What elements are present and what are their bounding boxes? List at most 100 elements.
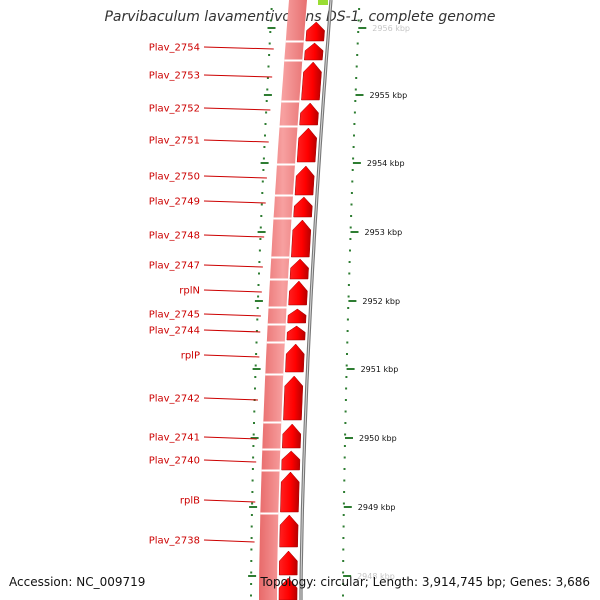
minor-tick-outer — [354, 100, 357, 102]
minor-tick-outer — [343, 468, 346, 470]
minor-tick-inner — [259, 238, 262, 240]
minor-tick-outer — [342, 594, 344, 597]
gene-arrow-plav_2751 — [296, 127, 317, 163]
minor-tick-outer — [351, 180, 354, 183]
gene-label-plav_2738: Plav_2738 — [149, 536, 200, 547]
minor-tick-inner — [254, 376, 257, 378]
minor-tick-outer — [346, 353, 348, 355]
gene-arrow-plav_2742 — [283, 375, 304, 421]
gene-arrow-plav_2747 — [289, 258, 309, 280]
minor-tick-outer — [347, 295, 350, 298]
major-tick-inner — [267, 27, 276, 29]
gene-arrow — [305, 21, 325, 42]
minor-tick-inner — [250, 571, 253, 574]
minor-tick-inner — [251, 479, 254, 482]
tick-label: 2955 kbp — [370, 91, 408, 100]
minor-tick-outer — [344, 422, 347, 424]
minor-tick-outer — [342, 560, 345, 562]
gene-label-plav_2744: Plav_2744 — [149, 326, 200, 337]
minor-tick-inner — [265, 100, 268, 102]
minor-tick-inner — [260, 203, 263, 206]
gene-arrow-rplp — [285, 343, 305, 373]
minor-tick-inner — [258, 272, 260, 275]
backbone-track — [259, 0, 307, 600]
gene-arrow-plav_2750 — [294, 165, 315, 196]
minor-tick-inner — [253, 410, 256, 413]
minor-tick-inner — [263, 146, 266, 148]
minor-tick-inner — [257, 284, 260, 286]
minor-tick-outer — [350, 203, 353, 206]
gene-label-rplb: rplB — [180, 496, 200, 507]
topology-text: Topology: circular; Length: 3,914,745 bp… — [260, 575, 590, 589]
minor-tick-outer — [342, 571, 345, 574]
leader-line — [203, 264, 263, 268]
minor-tick-inner — [256, 318, 259, 321]
minor-tick-inner — [264, 123, 267, 125]
minor-tick-inner — [250, 514, 253, 516]
tick-label: 2956 kbp — [372, 24, 410, 33]
major-tick-inner — [263, 94, 272, 96]
minor-tick-inner — [270, 8, 273, 10]
major-tick-inner — [248, 575, 257, 577]
minor-tick-inner — [250, 537, 253, 539]
minor-tick-outer — [353, 123, 356, 125]
major-tick-outer — [358, 27, 367, 29]
minor-tick-inner — [251, 502, 254, 505]
minor-tick-outer — [349, 238, 352, 240]
minor-tick-outer — [354, 88, 357, 91]
minor-tick-inner — [258, 261, 261, 263]
minor-tick-inner — [253, 422, 255, 424]
minor-tick-outer — [346, 330, 349, 332]
minor-tick-outer — [342, 525, 345, 528]
minor-tick-outer — [348, 272, 351, 275]
major-tick-inner — [260, 162, 269, 164]
minor-tick-inner — [260, 215, 263, 217]
minor-tick-inner — [252, 433, 255, 436]
minor-tick-inner — [261, 180, 264, 183]
minor-tick-inner — [252, 445, 255, 447]
minor-tick-inner — [266, 88, 269, 91]
minor-tick-outer — [344, 410, 347, 413]
minor-tick-inner — [269, 31, 272, 33]
tick-label: 2949 kbp — [358, 503, 396, 512]
minor-tick-outer — [352, 157, 355, 160]
minor-tick-inner — [262, 169, 265, 171]
minor-tick-outer — [343, 491, 346, 493]
major-tick-inner — [250, 437, 259, 439]
gene-label-plav_2741: Plav_2741 — [149, 433, 200, 444]
minor-tick-outer — [347, 307, 350, 309]
leader-line — [203, 139, 269, 143]
gene-label-plav_2745: Plav_2745 — [149, 310, 200, 321]
gene-arrow-plav_2748 — [291, 219, 312, 258]
minor-tick-outer — [357, 19, 360, 22]
minor-tick-inner — [251, 468, 254, 470]
minor-tick-outer — [353, 111, 356, 114]
minor-tick-outer — [343, 456, 346, 459]
minor-tick-outer — [353, 134, 355, 137]
minor-tick-inner — [269, 19, 272, 22]
minor-tick-outer — [343, 479, 346, 482]
minor-tick-inner — [250, 583, 253, 585]
minor-tick-outer — [342, 537, 345, 539]
tick-label: 2951 kbp — [361, 365, 399, 374]
leader-line — [203, 46, 274, 50]
minor-tick-outer — [345, 376, 348, 378]
major-tick-outer — [346, 368, 355, 370]
minor-tick-inner — [268, 42, 271, 45]
gene-label-plav_2748: Plav_2748 — [149, 231, 200, 242]
minor-tick-outer — [352, 146, 355, 148]
major-tick-outer — [352, 162, 361, 164]
minor-tick-inner — [250, 560, 253, 562]
minor-tick-inner — [262, 157, 265, 160]
gene-arrow-plav_2741 — [282, 423, 302, 449]
leader-line — [203, 459, 257, 463]
gene-label-plav_2754: Plav_2754 — [149, 43, 200, 54]
minor-tick-outer — [351, 169, 354, 171]
minor-tick-inner — [265, 111, 268, 114]
leader-line — [203, 436, 257, 440]
minor-tick-outer — [343, 445, 346, 447]
gene-label-plav_2751: Plav_2751 — [149, 136, 200, 147]
leader-line — [203, 354, 260, 358]
outer-ring — [299, 0, 333, 600]
minor-tick-inner — [250, 594, 252, 597]
